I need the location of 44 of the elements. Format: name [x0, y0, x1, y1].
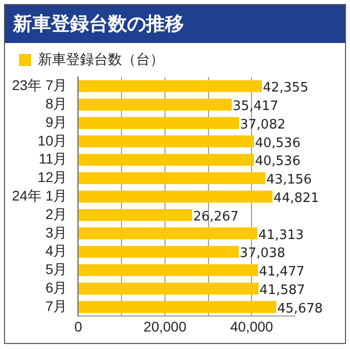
y-tick-label: 4月 [45, 242, 68, 259]
data-label: 44,821 [274, 190, 320, 206]
y-tick-label: 23年 7月 [12, 77, 68, 94]
data-label: 37,082 [240, 117, 286, 132]
data-label: 35,417 [232, 98, 278, 114]
bar [78, 135, 254, 148]
y-tick-label: 2月 [45, 206, 68, 222]
data-label: 41,477 [259, 264, 305, 280]
y-tick-label: 24年 1月 [12, 187, 68, 204]
bar [78, 209, 192, 221]
x-tick-label: 40,000 [230, 318, 274, 334]
y-tick-label: 7月 [45, 298, 68, 314]
data-label: 43,156 [266, 172, 312, 188]
y-tick-label: 3月 [45, 224, 68, 240]
y-tick-label: 11月 [38, 150, 68, 167]
bar [78, 154, 254, 166]
bar [78, 264, 258, 276]
bar [78, 246, 239, 258]
data-label: 42,355 [262, 80, 308, 96]
legend-label: 新車登録台数（台） [38, 50, 164, 67]
data-label: 41,587 [260, 282, 306, 298]
chart-title: 新車登録台数の推移 [5, 5, 345, 43]
x-tick-label: 0 [74, 318, 82, 334]
y-tick-label: 12月 [38, 169, 68, 186]
data-label: 40,536 [254, 136, 300, 151]
y-tick-label: 8月 [45, 95, 68, 112]
bar [78, 172, 266, 184]
x-tick-label: 20,000 [144, 318, 187, 334]
data-label: 37,038 [240, 246, 286, 262]
bar [78, 282, 259, 295]
data-label: 41,313 [258, 228, 304, 243]
bar [78, 190, 273, 203]
bar [78, 80, 262, 92]
data-label: 40,536 [254, 154, 300, 170]
data-label: 26,267 [193, 209, 239, 224]
y-tick-label: 10月 [38, 132, 68, 148]
data-label: 45,678 [277, 301, 323, 316]
bar [78, 98, 232, 111]
y-tick-label: 9月 [45, 114, 68, 130]
bar [78, 301, 276, 313]
y-tick-label: 6月 [45, 279, 68, 296]
y-tick-label: 5月 [45, 261, 68, 278]
bar [78, 227, 258, 240]
bar [78, 117, 239, 129]
